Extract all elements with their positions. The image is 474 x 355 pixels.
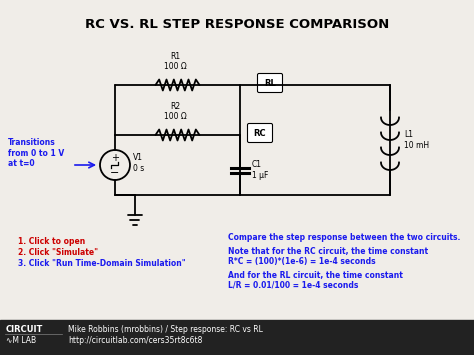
Text: And for the RL circuit, the time constant: And for the RL circuit, the time constan…: [228, 271, 403, 280]
Text: http://circuitlab.com/cers35rt8c6t8: http://circuitlab.com/cers35rt8c6t8: [68, 336, 202, 345]
Text: Note that for the RC circuit, the time constant: Note that for the RC circuit, the time c…: [228, 247, 428, 256]
Text: RL: RL: [264, 78, 276, 87]
Text: Mike Robbins (mrobbins) / Step response: RC vs RL: Mike Robbins (mrobbins) / Step response:…: [68, 325, 263, 334]
Text: Compare the step response between the two circuits.: Compare the step response between the tw…: [228, 233, 460, 242]
Text: 3. Click "Run Time-Domain Simulation": 3. Click "Run Time-Domain Simulation": [18, 259, 186, 268]
Text: Transitions
from 0 to 1 V
at t=0: Transitions from 0 to 1 V at t=0: [8, 138, 64, 168]
Text: R2
100 Ω: R2 100 Ω: [164, 102, 187, 121]
Bar: [0, 320, 474, 355]
Text: 1. Click to open: 1. Click to open: [18, 237, 85, 246]
Text: +: +: [111, 153, 119, 163]
Text: V1
0 s: V1 0 s: [133, 153, 144, 173]
Text: RC VS. RL STEP RESPONSE COMPARISON: RC VS. RL STEP RESPONSE COMPARISON: [85, 18, 389, 31]
Text: R1
100 Ω: R1 100 Ω: [164, 51, 187, 71]
Text: −: −: [110, 168, 120, 178]
Text: R*C = (100)*(1e-6) = 1e-4 seconds: R*C = (100)*(1e-6) = 1e-4 seconds: [228, 257, 375, 266]
Text: ∿M LAB: ∿M LAB: [6, 336, 36, 345]
FancyBboxPatch shape: [247, 124, 273, 142]
Text: 2. Click "Simulate": 2. Click "Simulate": [18, 248, 98, 257]
Text: L1
10 mH: L1 10 mH: [404, 130, 429, 150]
Text: L/R = 0.01/100 = 1e-4 seconds: L/R = 0.01/100 = 1e-4 seconds: [228, 281, 358, 290]
FancyBboxPatch shape: [257, 73, 283, 93]
Text: RC: RC: [254, 129, 266, 137]
Text: CIRCUIT: CIRCUIT: [6, 325, 44, 334]
Text: C1
1 μF: C1 1 μF: [252, 160, 268, 180]
